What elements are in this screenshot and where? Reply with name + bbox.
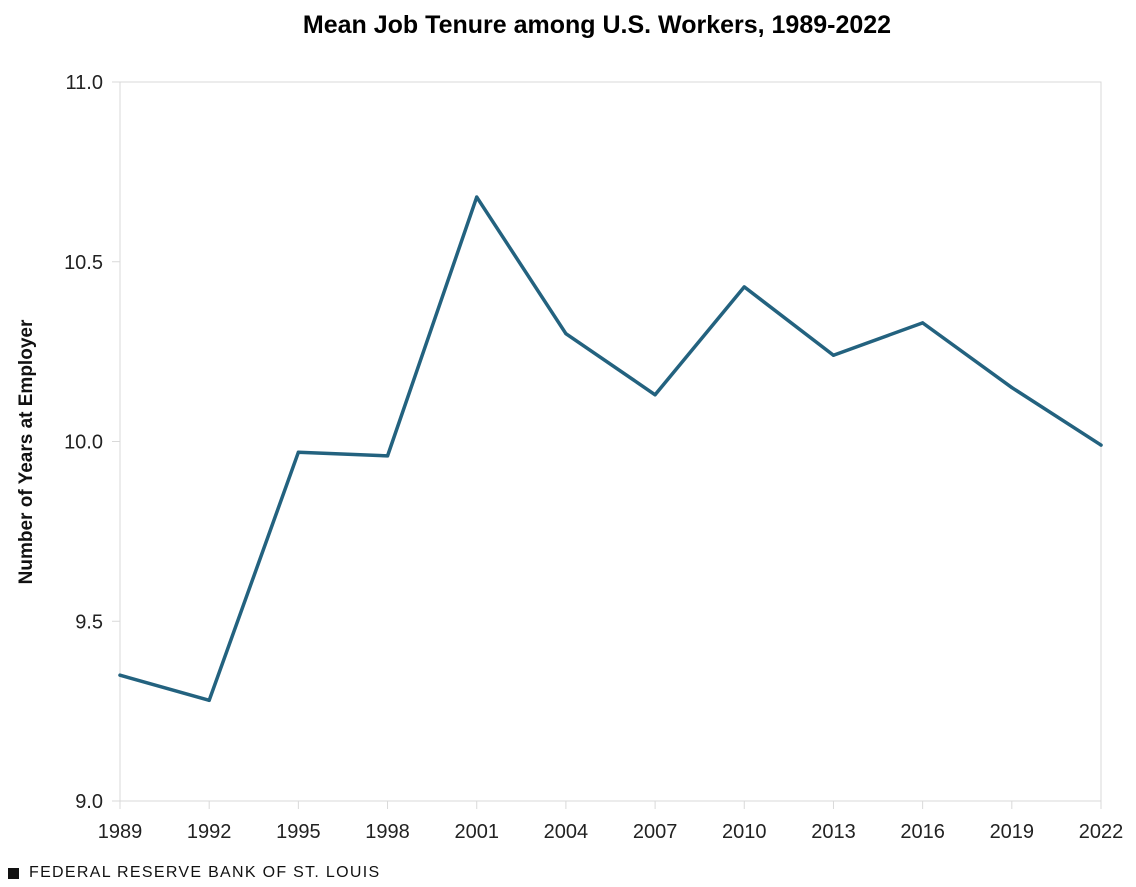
x-tick-label: 2016: [900, 821, 945, 843]
data-point: [118, 673, 122, 677]
x-tick-label: 2019: [990, 821, 1035, 843]
x-tick-label: 2004: [544, 821, 589, 843]
x-tick-label: 1992: [187, 821, 232, 843]
x-tick-label: 1989: [98, 821, 143, 843]
y-tick-label: 9.0: [75, 791, 103, 813]
y-axis-ticks: 9.0 9.5 10.0 10.5 11.0: [64, 72, 120, 813]
data-point: [653, 393, 657, 397]
data-point: [1099, 443, 1103, 447]
data-point: [296, 450, 300, 454]
y-tick-label: 9.5: [75, 611, 103, 633]
x-axis-ticks: 1989 1992 1995 1998 2001 2004 2007 2010 2013 2016…: [98, 801, 1124, 843]
series-line: [118, 195, 1103, 703]
data-point: [207, 698, 211, 702]
x-tick-label: 1995: [276, 821, 321, 843]
square-bullet-icon: [8, 867, 19, 879]
x-tick-label: 2010: [722, 821, 767, 843]
data-point: [831, 353, 836, 357]
data-point: [564, 332, 568, 336]
y-tick-label: 10.0: [64, 432, 103, 454]
x-tick-label: 2013: [811, 821, 856, 843]
x-tick-label: 2001: [454, 821, 499, 843]
x-tick-label: 2007: [633, 821, 678, 843]
y-axis-label: Number of Years at Employer: [16, 319, 37, 584]
series-layer: [118, 195, 1103, 703]
x-tick-label: 1998: [365, 821, 410, 843]
data-point: [921, 321, 925, 325]
footer: FEDERAL RESERVE BANK OF ST. LOUIS: [8, 862, 380, 884]
data-point: [1010, 385, 1014, 390]
data-point: [385, 454, 390, 458]
plot-area-frame: [119, 81, 1102, 802]
y-tick-label: 11.0: [66, 72, 103, 94]
data-point: [742, 285, 746, 289]
chart-title: Mean Job Tenure among U.S. Workers, 1989…: [303, 11, 891, 39]
source-label: FEDERAL RESERVE BANK OF ST. LOUIS: [29, 864, 381, 881]
y-tick-label: 10.5: [64, 252, 103, 274]
x-tick-label: 2022: [1079, 821, 1124, 843]
data-point: [475, 195, 479, 199]
